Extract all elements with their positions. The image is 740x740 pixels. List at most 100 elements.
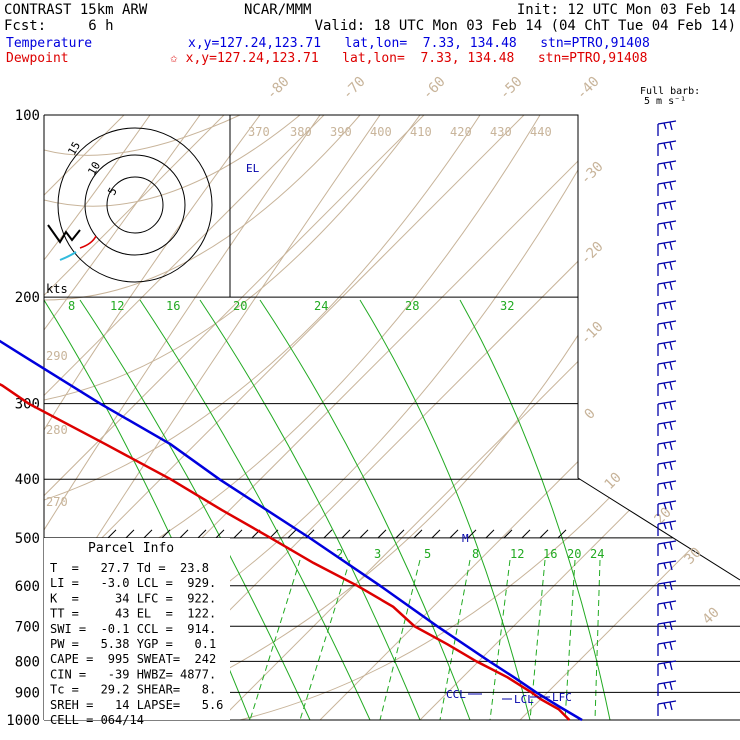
hodograph: 5 10 15 kts — [46, 127, 213, 296]
wind-barb — [657, 260, 677, 276]
hatch-mark — [521, 529, 531, 539]
wind-barb — [657, 120, 677, 136]
parcel-info-row: TT = 43 EL = 122. — [50, 607, 216, 621]
mixing-ratio-label: 32 — [500, 299, 514, 313]
500mb-hatch — [107, 529, 567, 539]
hatch-mark — [233, 529, 243, 539]
temperature-legend: Temperature — [6, 36, 92, 51]
wind-barb — [657, 400, 677, 416]
hatch-mark — [197, 529, 207, 539]
isotherm-label: -30 — [578, 159, 607, 188]
mixing-ratio-label: 24 — [590, 547, 604, 561]
pressure-label: 500 — [15, 531, 40, 547]
isotherm-label: -70 — [340, 74, 369, 103]
theta-label: 410 — [410, 125, 432, 139]
init-time: Init: 12 UTC Mon 03 Feb 14 — [517, 2, 736, 18]
hodograph-trace-red — [79, 235, 97, 249]
parcel-info-row: CAPE = 995 SWEAT= 242 — [50, 652, 216, 666]
wind-barb — [657, 580, 677, 596]
hatch-mark — [179, 529, 189, 539]
ccl-label: CCL — [446, 688, 466, 701]
mixing-ratio-label: 20 — [567, 547, 581, 561]
pressure-label: 700 — [15, 619, 40, 635]
wind-barb — [657, 180, 677, 196]
theta-label: 280 — [46, 423, 68, 437]
hodograph-unit: kts — [46, 282, 68, 296]
hatch-mark — [143, 529, 153, 539]
valid-time: Valid: 18 UTC Mon 03 Feb 14 (04 ChT Tue … — [315, 18, 736, 34]
pressure-label: 400 — [15, 472, 40, 488]
isotherm-label: -50 — [497, 74, 526, 103]
lcl-label: LCL — [514, 693, 534, 706]
wind-barb — [657, 680, 677, 696]
mixing-ratio-label: 12 — [110, 299, 124, 313]
mixing-ratio-label: 16 — [166, 299, 180, 313]
mixing-ratio-label: 3 — [374, 547, 381, 561]
mixing-ratio-labels: 8 12 16 20 24 28 32 2 3 5 8 12 16 20 24 — [68, 299, 604, 561]
isotherm-label: -60 — [420, 74, 449, 103]
wind-barb — [657, 320, 677, 336]
theta-label: 370 — [248, 125, 270, 139]
hatch-mark — [323, 529, 333, 539]
hatch-mark — [107, 529, 117, 539]
hatch-mark — [539, 529, 549, 539]
hatch-mark — [125, 529, 135, 539]
hodograph-ring-label: 5 — [105, 185, 120, 197]
wind-barb — [657, 240, 677, 256]
theta-labels: 370 380 390 400 410 420 430 440 290 280 … — [46, 125, 552, 509]
hodograph-ring — [84, 154, 186, 256]
wind-barb — [657, 520, 677, 536]
wind-barb — [657, 500, 677, 516]
hodograph-trace-cyan — [59, 251, 77, 261]
mixing-ratio-label: 28 — [405, 299, 419, 313]
pressure-label: 800 — [15, 654, 40, 670]
wind-barb — [657, 140, 677, 156]
hatch-mark — [395, 529, 405, 539]
wind-barb — [657, 560, 677, 576]
mixing-ratio-label: 16 — [543, 547, 557, 561]
forecast-hour: Fcst: 6 h — [4, 18, 114, 34]
theta-label: 290 — [46, 349, 68, 363]
pressure-label: 600 — [15, 579, 40, 595]
parcel-info-row: PW = 5.38 YGP = 0.1 — [50, 637, 216, 651]
hatch-mark — [269, 529, 279, 539]
wind-barb — [657, 280, 677, 296]
wind-barb — [657, 220, 677, 236]
hodograph-ring-label: 15 — [65, 140, 83, 158]
mixing-ratio-label: 24 — [314, 299, 328, 313]
dewpoint-location: ✩ x,y=127.24,123.71 lat,lon= 7.33, 134.4… — [170, 51, 647, 66]
temperature-location: x,y=127.24,123.71 lat,lon= 7.33, 134.48 … — [188, 36, 650, 51]
wind-barb — [657, 420, 677, 436]
theta-label: 400 — [370, 125, 392, 139]
org-label: NCAR/MMM — [244, 2, 311, 18]
mixing-ratio-label: 8 — [68, 299, 75, 313]
pressure-labels: 100 200 300 400 500 600 700 800 900 1000 — [6, 108, 40, 729]
wind-barb — [657, 660, 677, 676]
isotherm-label: -10 — [578, 319, 607, 348]
isotherm-label: -80 — [264, 74, 293, 103]
isotherm-label: -40 — [574, 74, 603, 103]
dewpoint-legend: Dewpoint — [6, 51, 69, 66]
wind-barb — [657, 600, 677, 616]
parcel-info-title: Parcel Info — [88, 541, 174, 556]
hatch-mark — [287, 529, 297, 539]
hodograph-ring — [57, 127, 213, 283]
hatch-mark — [413, 529, 423, 539]
hodograph-ring-label: 10 — [85, 160, 103, 178]
wind-barb — [657, 300, 677, 316]
wind-barb — [657, 480, 677, 496]
hatch-mark — [503, 529, 513, 539]
hatch-mark — [467, 529, 477, 539]
mixing-ratio-label: 20 — [233, 299, 247, 313]
wind-barb — [657, 640, 677, 656]
theta-label: 440 — [530, 125, 552, 139]
mixing-ratio-label: 12 — [510, 547, 524, 561]
wind-barb — [657, 380, 677, 396]
parcel-info-row: SWI = -0.1 CCL = 914. — [50, 622, 216, 636]
hodograph-trace-black — [47, 224, 81, 244]
wind-barb — [657, 160, 677, 176]
isotherm-label: -20 — [578, 239, 607, 268]
isotherm-labels: -80 -70 -60 -50 -40 -30 -20 -10 0 10 20 … — [264, 74, 723, 628]
mixing-ratio-label: 2 — [336, 547, 343, 561]
